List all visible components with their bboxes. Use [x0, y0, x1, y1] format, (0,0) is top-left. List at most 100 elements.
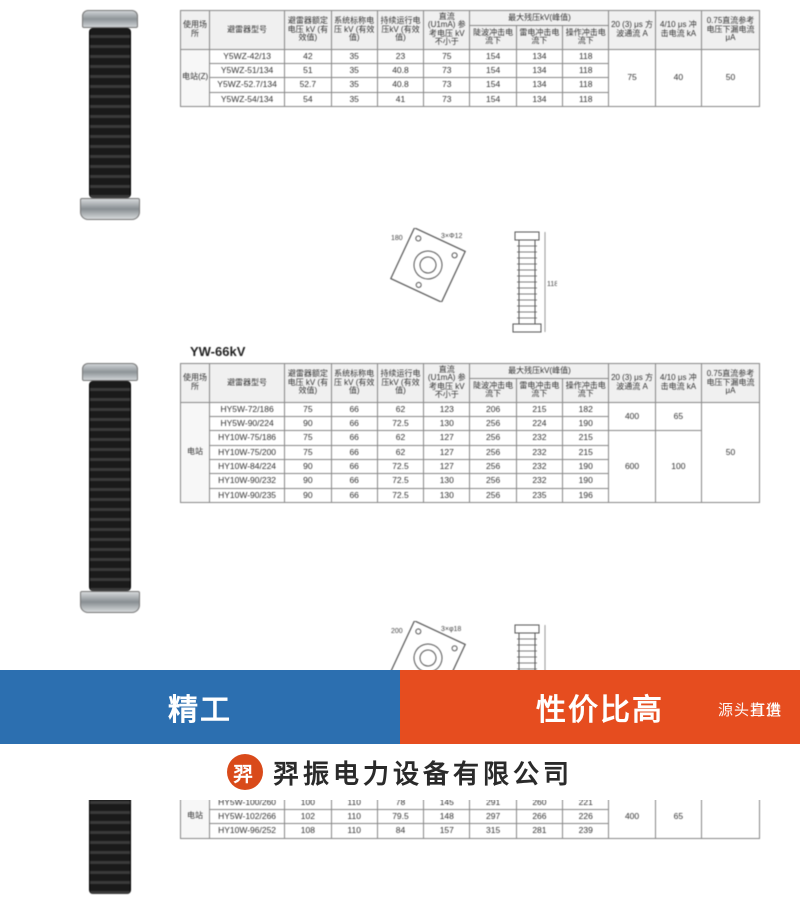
cell: 118 [563, 63, 609, 77]
cell: 90 [285, 474, 331, 488]
promo-right-title: 性价比高 [536, 685, 664, 729]
heading-66kv: YW-66kV [190, 344, 760, 359]
cell: HY10W-90/235 [209, 488, 284, 502]
cell: 134 [516, 92, 562, 106]
cell: 40.8 [377, 78, 423, 92]
cell: HY10W-75/200 [209, 445, 284, 459]
cell: Y5WZ-51/134 [209, 63, 284, 77]
cell: 72.5 [377, 474, 423, 488]
cell: 215 [563, 431, 609, 445]
svg-text:200: 200 [391, 628, 403, 635]
th: 使用场所 [181, 364, 210, 403]
cell: 73 [424, 92, 470, 106]
cell: 600 [609, 431, 655, 503]
cell: 100 [655, 431, 701, 503]
th: 避雷器额定电压 kV (有效值) [285, 364, 331, 403]
th: 陡波冲击电流下 [470, 378, 516, 402]
cell: 50 [702, 402, 760, 502]
cell: 206 [470, 402, 516, 416]
promo-left-title: 精工 [168, 685, 232, 729]
promo-right: 性价比高 源头直供 [400, 670, 800, 744]
cell: 232 [516, 459, 562, 473]
th-dc: 直流 (U1mA) 参考电压 kV不小于 [424, 11, 470, 50]
cell: 72.5 [377, 459, 423, 473]
cell: 127 [424, 445, 470, 459]
cell: 75 [285, 402, 331, 416]
svg-text:1180: 1180 [547, 281, 557, 288]
cell: 256 [470, 459, 516, 473]
cell: 190 [563, 416, 609, 430]
cell: 118 [563, 78, 609, 92]
cell: 62 [377, 431, 423, 445]
cell: 79.5 [377, 809, 423, 823]
footer-logo-icon: 羿 [227, 754, 263, 790]
cell: 40.8 [377, 63, 423, 77]
cell: 256 [470, 474, 516, 488]
cell: 66 [331, 402, 377, 416]
cell: 75 [609, 49, 655, 106]
cell: 196 [563, 488, 609, 502]
th-steep: 陡波冲击电流下 [470, 25, 516, 49]
cell: 154 [470, 49, 516, 63]
cell: 35 [331, 92, 377, 106]
cell: 148 [424, 809, 470, 823]
cell: 66 [331, 416, 377, 430]
th: 0.75直流参考电压下漏电流 μA [702, 364, 760, 403]
cell: 110 [331, 824, 377, 838]
th: 最大残压kV(峰值) [470, 364, 609, 379]
cell: 127 [424, 431, 470, 445]
footer-company: 羿振电力设备有限公司 [273, 754, 573, 791]
cell: 297 [470, 809, 516, 823]
cell: 215 [516, 402, 562, 416]
footer: 羿 羿振电力设备有限公司 [0, 744, 800, 800]
diagram-row-1: 180 3×Φ12 1180 [180, 228, 760, 338]
cell: 239 [563, 824, 609, 838]
th-leak: 0.75直流参考电压下漏电流 μA [702, 11, 760, 50]
cell: HY10W-84/224 [209, 459, 284, 473]
cell: HY10W-90/232 [209, 474, 284, 488]
cell: 182 [563, 402, 609, 416]
cell: 73 [424, 78, 470, 92]
cell [702, 795, 760, 838]
cell: 134 [516, 49, 562, 63]
cell: 256 [470, 488, 516, 502]
cell: 52.7 [285, 78, 331, 92]
th-sys: 系统标称电压 kV (有效值) [331, 11, 377, 50]
row-side-label: 电站 [181, 402, 210, 502]
th-mcov: 持续运行电压kV (有效值) [377, 11, 423, 50]
cell: 102 [285, 809, 331, 823]
cell: 51 [285, 63, 331, 77]
cell: 190 [563, 474, 609, 488]
th: 直流 (U1mA) 参考电压 kV不小于 [424, 364, 470, 403]
cell: HY5W-90/224 [209, 416, 284, 430]
cell: 224 [516, 416, 562, 430]
cell: 256 [470, 445, 516, 459]
cell: 66 [331, 431, 377, 445]
cell: HY10W-75/186 [209, 431, 284, 445]
cell: 154 [470, 78, 516, 92]
section-35kv: 使用场所 避雷器型号 避雷器额定电压 kV (有效值) 系统标称电压 kV (有… [40, 10, 760, 220]
cell: 215 [563, 445, 609, 459]
cell: 50 [702, 49, 760, 106]
th-imp: 4/10 μs 冲击电流 kA [655, 11, 701, 50]
cell: 73 [424, 63, 470, 77]
cell: 400 [609, 402, 655, 431]
cell: Y5WZ-52.7/134 [209, 78, 284, 92]
cell: 123 [424, 402, 470, 416]
cell: 75 [285, 431, 331, 445]
cell: 130 [424, 416, 470, 430]
th-residual-group: 最大残压kV(峰值) [470, 11, 609, 26]
cell: 118 [563, 92, 609, 106]
arrester-photo-2 [75, 363, 145, 613]
th: 雷电冲击电流下 [516, 378, 562, 402]
svg-text:3×φ18: 3×φ18 [441, 626, 461, 633]
cell: 84 [377, 824, 423, 838]
cell: 232 [516, 431, 562, 445]
cell: 235 [516, 488, 562, 502]
cell: 62 [377, 445, 423, 459]
cell: 190 [563, 459, 609, 473]
cell: 65 [655, 795, 701, 838]
cell: 232 [516, 445, 562, 459]
cell: 130 [424, 474, 470, 488]
diagram-baseplate-1: 180 3×Φ12 [383, 228, 473, 302]
